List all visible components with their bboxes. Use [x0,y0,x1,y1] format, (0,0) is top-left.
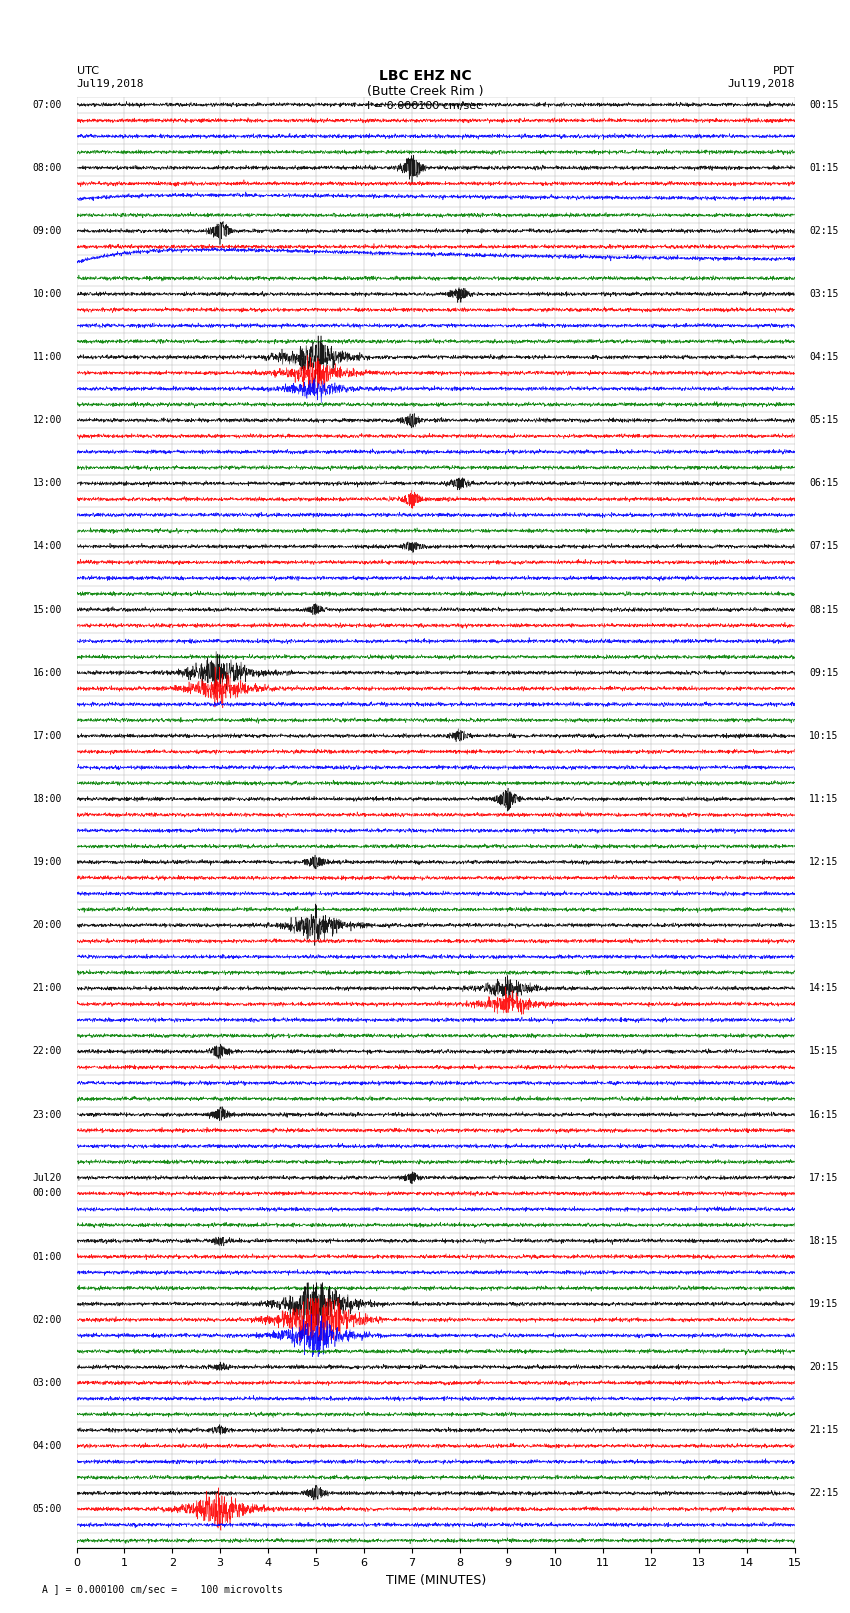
Text: UTC: UTC [76,66,99,76]
Text: 21:15: 21:15 [809,1426,838,1436]
Text: 13:15: 13:15 [809,919,838,931]
Text: 10:00: 10:00 [33,289,62,298]
Text: 00:00: 00:00 [33,1189,62,1198]
Text: 18:00: 18:00 [33,794,62,803]
Text: 16:15: 16:15 [809,1110,838,1119]
Text: 12:00: 12:00 [33,415,62,426]
Text: Jul20: Jul20 [33,1173,62,1182]
Text: 16:00: 16:00 [33,668,62,677]
Text: 19:15: 19:15 [809,1298,838,1308]
Text: 04:00: 04:00 [33,1440,62,1452]
Text: 10:15: 10:15 [809,731,838,740]
Text: PDT: PDT [773,66,795,76]
Text: A ] = 0.000100 cm/sec =    100 microvolts: A ] = 0.000100 cm/sec = 100 microvolts [42,1584,283,1594]
X-axis label: TIME (MINUTES): TIME (MINUTES) [386,1574,485,1587]
Text: 09:15: 09:15 [809,668,838,677]
Text: 01:00: 01:00 [33,1252,62,1261]
Text: LBC EHZ NC: LBC EHZ NC [379,69,471,82]
Text: 08:15: 08:15 [809,605,838,615]
Text: (Butte Creek Rim ): (Butte Creek Rim ) [366,85,484,98]
Text: 01:15: 01:15 [809,163,838,173]
Text: 20:00: 20:00 [33,919,62,931]
Text: 20:15: 20:15 [809,1361,838,1373]
Text: 17:00: 17:00 [33,731,62,740]
Text: 14:15: 14:15 [809,984,838,994]
Text: 02:00: 02:00 [33,1315,62,1324]
Text: 15:15: 15:15 [809,1047,838,1057]
Text: 21:00: 21:00 [33,984,62,994]
Text: 05:00: 05:00 [33,1503,62,1515]
Text: 11:00: 11:00 [33,352,62,363]
Text: 12:15: 12:15 [809,857,838,868]
Text: 04:15: 04:15 [809,352,838,363]
Text: I = 0.000100 cm/sec: I = 0.000100 cm/sec [367,102,483,111]
Text: 14:00: 14:00 [33,542,62,552]
Text: 23:00: 23:00 [33,1110,62,1119]
Text: 05:15: 05:15 [809,415,838,426]
Text: Jul19,2018: Jul19,2018 [728,79,795,89]
Text: Jul19,2018: Jul19,2018 [76,79,144,89]
Text: 13:00: 13:00 [33,479,62,489]
Text: 06:15: 06:15 [809,479,838,489]
Text: 07:00: 07:00 [33,100,62,110]
Text: 03:00: 03:00 [33,1378,62,1387]
Text: 07:15: 07:15 [809,542,838,552]
Text: 22:00: 22:00 [33,1047,62,1057]
Text: 08:00: 08:00 [33,163,62,173]
Text: 03:15: 03:15 [809,289,838,298]
Text: 00:15: 00:15 [809,100,838,110]
Text: 09:00: 09:00 [33,226,62,235]
Text: 02:15: 02:15 [809,226,838,235]
Text: 18:15: 18:15 [809,1236,838,1245]
Text: 15:00: 15:00 [33,605,62,615]
Text: 17:15: 17:15 [809,1173,838,1182]
Text: 11:15: 11:15 [809,794,838,803]
Text: 19:00: 19:00 [33,857,62,868]
Text: 22:15: 22:15 [809,1489,838,1498]
